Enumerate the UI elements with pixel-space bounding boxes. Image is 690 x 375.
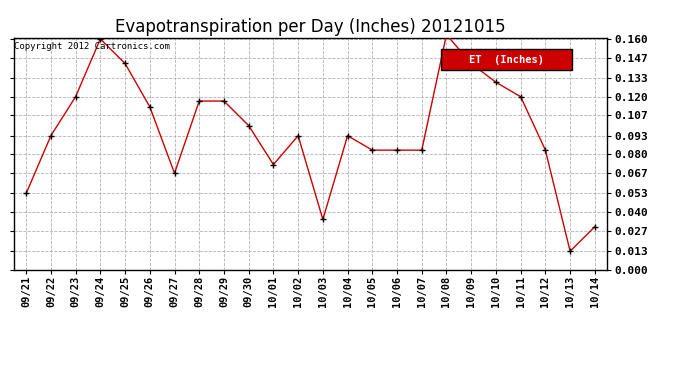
Text: ET  (Inches): ET (Inches) <box>469 55 544 64</box>
Title: Evapotranspiration per Day (Inches) 20121015: Evapotranspiration per Day (Inches) 2012… <box>115 18 506 36</box>
FancyBboxPatch shape <box>441 49 571 70</box>
Text: Copyright 2012 Cartronics.com: Copyright 2012 Cartronics.com <box>14 42 170 51</box>
